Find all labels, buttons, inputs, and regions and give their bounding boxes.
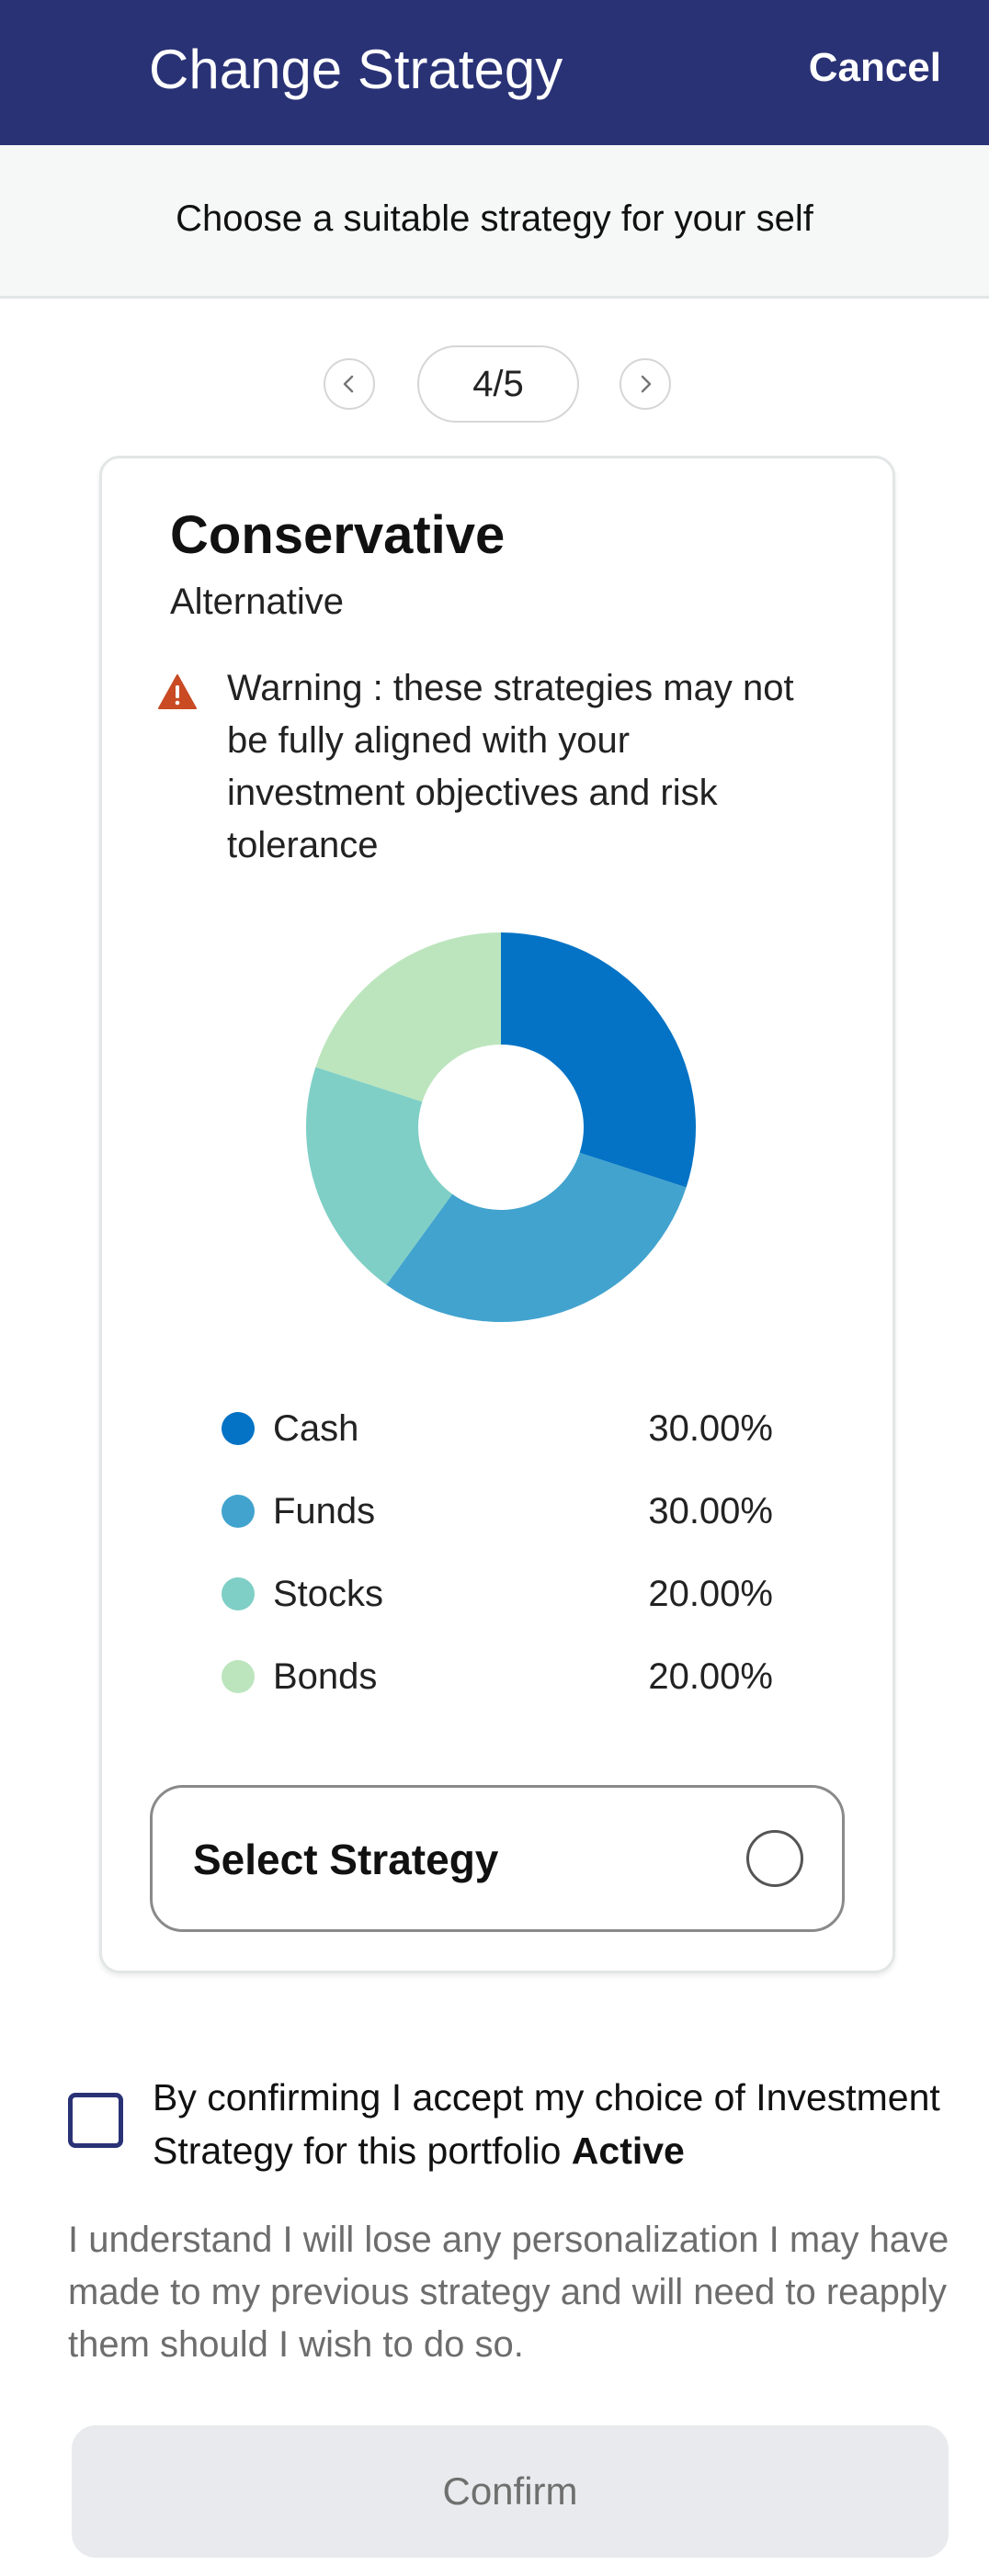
legend-value: 20.00% <box>648 1656 773 1697</box>
legend-label: Cash <box>273 1408 359 1449</box>
subheader-text: Choose a suitable strategy for your self <box>176 198 813 239</box>
strategy-name: Active <box>571 2130 685 2172</box>
accept-text: By confirming I accept my choice of Inve… <box>153 2071 943 2177</box>
cancel-button[interactable]: Cancel <box>808 45 941 90</box>
chevron-left-icon <box>343 375 354 393</box>
legend-item-stocks: Stocks 20.00% <box>222 1566 773 1621</box>
accept-statement: By confirming I accept my choice of Inve… <box>153 2076 940 2172</box>
legend-item-funds: Funds 30.00% <box>222 1484 773 1539</box>
page-indicator: 4/5 <box>417 345 579 423</box>
previous-strategy-button[interactable] <box>324 358 375 410</box>
app-header: Change Strategy Cancel <box>0 0 989 145</box>
donut-slice-stocks <box>306 1067 453 1285</box>
legend-item-cash: Cash 30.00% <box>222 1401 773 1456</box>
warning-icon <box>158 674 197 709</box>
legend-value: 30.00% <box>648 1491 773 1531</box>
disclaimer-text: I understand I will lose any personaliza… <box>68 2220 949 2365</box>
chevron-right-icon <box>641 375 652 393</box>
legend-label: Stocks <box>273 1574 384 1614</box>
allocation-donut-chart <box>306 932 696 1322</box>
legend-value: 20.00% <box>648 1574 773 1614</box>
legend-label: Bonds <box>273 1656 378 1697</box>
strategy-subtitle: Alternative <box>170 582 344 622</box>
legend-dot-bonds <box>222 1660 255 1693</box>
select-strategy-label: Select Strategy <box>193 1836 499 1883</box>
legend-value: 30.00% <box>648 1408 773 1449</box>
select-strategy-radio[interactable] <box>746 1830 803 1887</box>
legend-item-bonds: Bonds 20.00% <box>222 1649 773 1704</box>
donut-slice-funds <box>386 1152 687 1322</box>
legend-label: Funds <box>273 1491 376 1531</box>
legend-dot-cash <box>222 1412 255 1445</box>
accept-checkbox[interactable] <box>68 2093 123 2148</box>
warning-text: Warning : these strategies may not be fu… <box>227 668 794 865</box>
strategy-card: Conservative Alternative Warning : these… <box>99 456 895 1973</box>
legend-dot-funds <box>222 1495 255 1528</box>
donut-slice-cash <box>501 932 696 1188</box>
confirm-button[interactable]: Confirm <box>72 2425 949 2558</box>
select-strategy-button[interactable]: Select Strategy <box>150 1785 845 1932</box>
donut-slice-bonds <box>315 932 501 1102</box>
subheader: Choose a suitable strategy for your self <box>0 145 989 299</box>
strategy-title: Conservative <box>170 505 506 565</box>
legend-dot-stocks <box>222 1577 255 1610</box>
page-title: Change Strategy <box>149 39 563 100</box>
next-strategy-button[interactable] <box>620 358 671 410</box>
